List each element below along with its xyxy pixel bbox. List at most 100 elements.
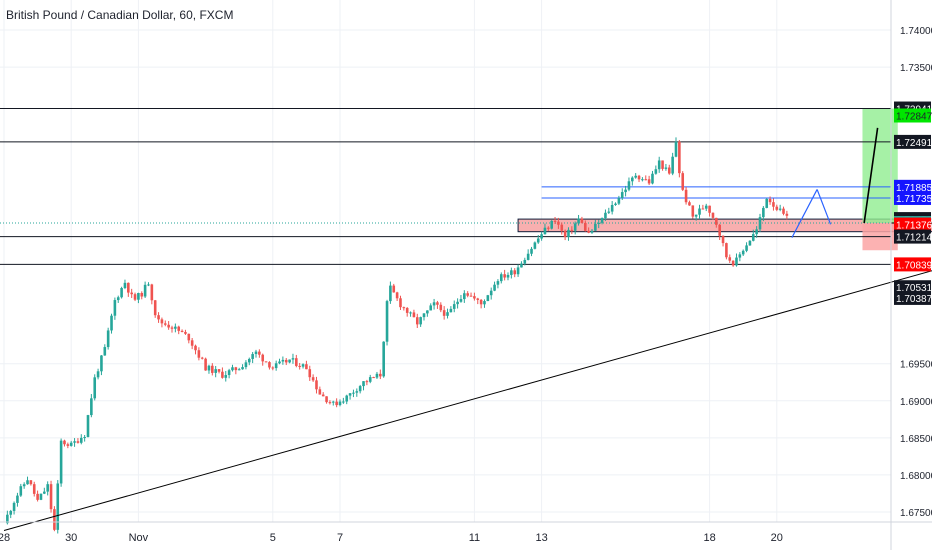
candle-body bbox=[473, 296, 476, 299]
candle-body bbox=[597, 222, 601, 224]
candle-body bbox=[53, 509, 56, 530]
candle-body bbox=[782, 208, 785, 214]
candle-body bbox=[174, 326, 177, 329]
candle-body bbox=[631, 177, 634, 182]
candle-body bbox=[308, 369, 312, 378]
candle-body bbox=[254, 351, 258, 355]
pattern-line bbox=[816, 189, 832, 225]
candle-body bbox=[483, 301, 486, 305]
price-label-box bbox=[894, 179, 931, 194]
candle-body bbox=[76, 441, 80, 443]
candle-body bbox=[728, 257, 732, 261]
candle-body bbox=[19, 486, 23, 496]
candle-body bbox=[9, 510, 13, 515]
candle-body bbox=[664, 167, 668, 169]
price-label-box bbox=[894, 290, 931, 305]
candle-body bbox=[36, 493, 39, 500]
candle-body bbox=[127, 282, 130, 293]
time-axis-tick-label: 18 bbox=[703, 532, 715, 544]
price-label-text: 1.71376 bbox=[896, 221, 932, 232]
candle-body bbox=[106, 330, 110, 348]
price-axis[interactable]: 1.74000 1.73500 1.69500 1.69000 1.68500 1.680… bbox=[900, 26, 932, 519]
candle-body bbox=[426, 310, 429, 314]
time-axis-tick-label: Nov bbox=[129, 532, 149, 544]
candle-body bbox=[358, 386, 362, 392]
candle-body bbox=[264, 361, 268, 363]
candle-body bbox=[738, 254, 742, 258]
price-axis-tick-label: 1.68000 bbox=[900, 471, 932, 482]
candle-body bbox=[432, 302, 436, 306]
candle-body bbox=[436, 302, 439, 305]
pattern-line bbox=[791, 189, 818, 238]
candle-body bbox=[392, 285, 396, 293]
candle-body bbox=[617, 198, 621, 204]
candle-body bbox=[735, 257, 738, 266]
candle-body bbox=[641, 179, 644, 181]
price-label-box bbox=[894, 134, 931, 149]
candle-body bbox=[657, 160, 661, 170]
candle-body bbox=[463, 293, 466, 300]
candle-body bbox=[16, 495, 19, 503]
candle-body bbox=[674, 141, 678, 157]
candle-body bbox=[684, 189, 688, 203]
candle-body bbox=[295, 358, 298, 366]
candle-body bbox=[634, 175, 637, 178]
time-axis-tick-label: 5 bbox=[270, 532, 276, 544]
candle-body bbox=[284, 359, 288, 363]
candle-body bbox=[217, 369, 221, 372]
candle-body bbox=[160, 319, 164, 324]
time-axis[interactable]: 2830Nov57111318202527Dec bbox=[0, 532, 932, 544]
candle-body bbox=[355, 391, 359, 393]
candle-body bbox=[778, 208, 782, 210]
candle-body bbox=[59, 440, 63, 484]
candle-body bbox=[412, 312, 416, 318]
candle-body bbox=[130, 292, 133, 295]
candle-body bbox=[765, 198, 769, 208]
candle-body bbox=[22, 484, 26, 487]
candle-body bbox=[150, 284, 154, 301]
candle-body bbox=[56, 483, 60, 530]
candle-body bbox=[540, 234, 543, 239]
candle-body bbox=[157, 315, 160, 320]
candle-body bbox=[667, 167, 671, 174]
candle-body bbox=[671, 156, 674, 174]
candle-body bbox=[543, 227, 547, 235]
candle-body bbox=[100, 355, 103, 372]
candle-body bbox=[627, 181, 631, 190]
price-label-box bbox=[894, 190, 931, 205]
price-axis-tick-label: 1.73500 bbox=[900, 63, 932, 74]
candle-body bbox=[153, 300, 157, 316]
candle-body bbox=[745, 245, 748, 251]
candle-body bbox=[49, 484, 53, 510]
candle-body bbox=[718, 224, 721, 236]
time-axis-tick-label: 7 bbox=[337, 532, 343, 544]
candle-body bbox=[590, 230, 594, 233]
candle-body bbox=[197, 350, 201, 358]
candle-body bbox=[560, 224, 564, 231]
candle-body bbox=[66, 444, 70, 446]
candle-body bbox=[704, 205, 708, 209]
candle-body bbox=[419, 317, 422, 325]
price-label-text: 1.70839 bbox=[896, 260, 932, 271]
candle-body bbox=[681, 173, 685, 190]
supply-zone bbox=[517, 218, 932, 233]
candle-body bbox=[86, 415, 90, 438]
candle-body bbox=[143, 284, 147, 297]
time-axis-tick-label: 30 bbox=[65, 532, 77, 544]
candle-body bbox=[526, 253, 530, 260]
candle-body bbox=[530, 248, 533, 254]
candle-body bbox=[103, 347, 107, 356]
candle-body bbox=[466, 293, 469, 296]
candle-body bbox=[775, 206, 779, 210]
candle-body bbox=[415, 317, 419, 325]
candle-body bbox=[731, 260, 735, 266]
candle-body bbox=[73, 441, 76, 443]
candle-body bbox=[409, 312, 412, 314]
candle-body bbox=[325, 396, 328, 403]
price-axis-tick-label: 1.74000 bbox=[900, 26, 932, 37]
price-label-text: 1.71735 bbox=[896, 194, 932, 205]
candle-body bbox=[328, 402, 332, 404]
price-label-text: 1.70387 bbox=[896, 294, 932, 305]
